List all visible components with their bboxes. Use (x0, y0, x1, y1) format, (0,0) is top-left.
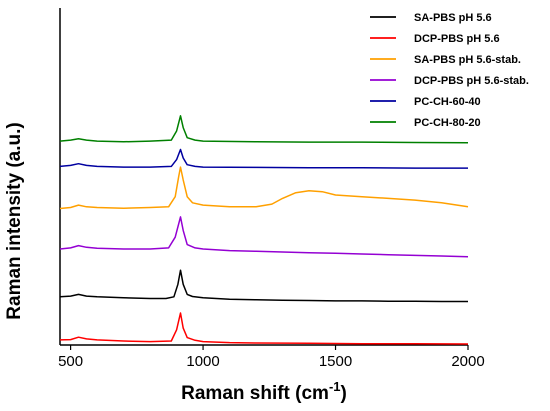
x-axis-title-end: ) (341, 383, 347, 404)
x-axis-title-main: Raman shift (cm (181, 383, 329, 404)
legend-label: SA-PBS pH 5.6 (414, 12, 492, 24)
x-tick-label: 1500 (319, 353, 352, 370)
x-tick-label: 2000 (451, 353, 484, 370)
plot-frame (59, 8, 468, 346)
legend-label: DCP-PBS pH 5.6 (414, 33, 500, 45)
x-tick-label: 500 (58, 353, 83, 370)
legend-label: PC-CH-60-40 (414, 96, 481, 108)
series-line-2 (59, 312, 469, 345)
legend-label: SA-PBS pH 5.6-stab. (414, 54, 521, 66)
x-tick-label: 1000 (186, 353, 219, 370)
series-line-3 (59, 166, 469, 210)
x-axis-ticks: 500 1000 1500 2000 (58, 345, 485, 370)
y-axis-title: Raman intensity (a.u.) (4, 122, 25, 319)
series-layer (59, 115, 469, 345)
series-line-6 (59, 115, 469, 144)
x-axis-title-superscript: -1 (329, 379, 341, 394)
legend-label: PC-CH-80-20 (414, 117, 481, 129)
x-axis-title: Raman shift (cm-1) (181, 379, 347, 404)
series-line-4 (59, 216, 469, 258)
legend: SA-PBS pH 5.6 DCP-PBS pH 5.6 SA-PBS pH 5.6… (370, 12, 529, 129)
series-line-1 (59, 269, 468, 303)
series-line-5 (59, 148, 468, 169)
legend-label: DCP-PBS pH 5.6-stab. (414, 75, 529, 87)
